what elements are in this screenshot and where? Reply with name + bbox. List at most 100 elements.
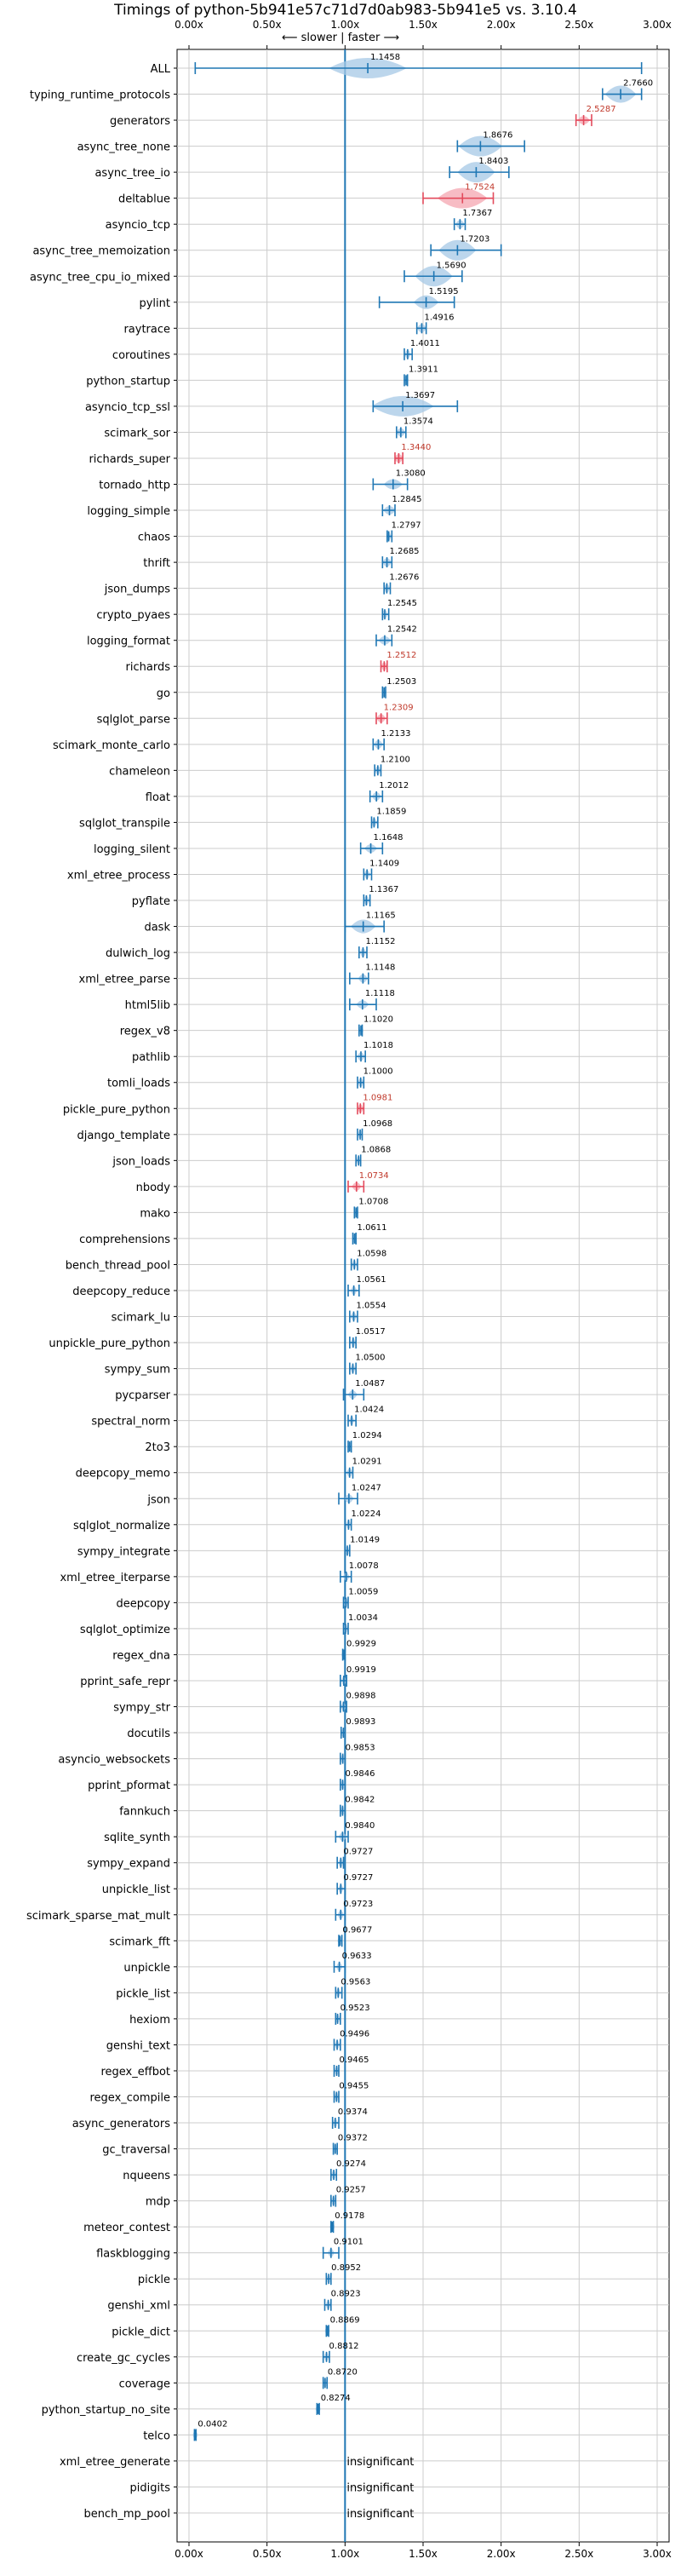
benchmark-name: typing_runtime_protocols <box>30 89 170 102</box>
value-label: 1.2100 <box>381 755 410 764</box>
benchmark-name: unpickle_list <box>102 1883 170 1896</box>
value-label: 1.2797 <box>392 521 421 531</box>
value-label: 1.1859 <box>376 807 406 816</box>
insignificant-label: insignificant <box>346 2456 414 2469</box>
benchmark-name: pickle_pure_python <box>63 1103 170 1116</box>
value-label: 1.7367 <box>462 209 492 218</box>
benchmark-name: async_tree_io <box>94 167 170 180</box>
benchmark-name: regex_dna <box>112 1649 170 1662</box>
value-label: 0.9101 <box>334 2238 363 2247</box>
value-label: 0.9178 <box>335 2211 364 2221</box>
benchmark-name: pidigits <box>130 2481 171 2494</box>
value-label: 0.8720 <box>328 2367 358 2377</box>
benchmark-name: coroutines <box>112 349 170 362</box>
benchmark-name: logging_silent <box>94 843 170 856</box>
chart-title: Timings of python-5b941e57c71d7d0ab983-5… <box>113 2 577 19</box>
benchmark-name: json_dumps <box>104 584 170 596</box>
value-label: 1.0868 <box>361 1145 391 1154</box>
value-label: 1.0708 <box>358 1197 388 1206</box>
value-label: 1.0981 <box>363 1093 392 1102</box>
value-label: 1.1409 <box>369 859 399 868</box>
x-tick-label: 2.50x <box>564 19 593 31</box>
value-label: 0.9563 <box>340 1977 370 1987</box>
value-label: 1.5690 <box>437 261 466 270</box>
benchmark-name: bench_thread_pool <box>66 1259 170 1272</box>
benchmark-name: tornado_http <box>99 480 170 492</box>
value-label: 1.0500 <box>356 1354 386 1363</box>
value-label: 1.0561 <box>357 1275 386 1285</box>
value-label: 1.2685 <box>390 547 420 556</box>
value-label: 0.9257 <box>336 2186 366 2195</box>
value-label: 0.9898 <box>346 1692 375 1701</box>
benchmark-name: pprint_pformat <box>88 1780 170 1792</box>
benchmark-name: async_tree_none <box>77 141 170 154</box>
benchmark-name: ALL <box>151 63 171 76</box>
value-label: 1.0149 <box>350 1535 380 1544</box>
benchmark-name: json <box>146 1493 170 1506</box>
value-label: 0.0402 <box>197 2419 227 2429</box>
value-label: 1.2545 <box>387 599 417 608</box>
value-label: 1.0554 <box>356 1302 386 1311</box>
value-label: 0.9455 <box>339 2081 369 2090</box>
benchmark-name: async_tree_memoization <box>32 245 170 258</box>
value-label: 0.9893 <box>346 1717 375 1727</box>
value-label: 1.1458 <box>370 53 400 62</box>
value-label: 1.7524 <box>465 183 495 193</box>
benchmark-name: thrift <box>143 557 170 570</box>
benchmark-name: regex_v8 <box>120 1026 170 1038</box>
value-label: 1.3574 <box>403 417 433 426</box>
benchmark-name: django_template <box>77 1130 170 1142</box>
value-label: 0.8952 <box>331 2263 361 2273</box>
value-label: 1.4011 <box>410 339 440 348</box>
x-tick-label: 2.00x <box>487 19 516 31</box>
benchmark-name: html5lib <box>125 999 170 1012</box>
benchmark-name: scimark_monte_carlo <box>53 739 170 752</box>
benchmark-name: dask <box>144 922 170 934</box>
value-label: 1.0059 <box>348 1587 378 1596</box>
value-label: 0.9727 <box>343 1873 373 1883</box>
value-label: 1.0968 <box>363 1119 392 1129</box>
benchmark-name: hexiom <box>129 2014 170 2027</box>
benchmark-name: chameleon <box>109 765 170 778</box>
x-tick-label: 1.00x <box>330 2548 359 2560</box>
benchmark-name: mdp <box>146 2196 170 2209</box>
value-label: 0.9919 <box>346 1665 376 1675</box>
benchmark-name: pprint_safe_repr <box>80 1676 170 1688</box>
value-label: 1.0224 <box>351 1509 381 1519</box>
benchmark-name: regex_compile <box>89 2091 170 2104</box>
benchmark-name: nbody <box>136 1182 171 1194</box>
value-label: 0.8923 <box>331 2290 361 2299</box>
benchmark-name: scimark_sor <box>104 427 170 440</box>
benchmark-name: coverage <box>119 2378 170 2390</box>
value-label: 1.8403 <box>478 157 508 166</box>
benchmark-name: telco <box>143 2429 170 2442</box>
benchmark-name: 2to3 <box>145 1441 170 1454</box>
benchmark-name: tomli_loads <box>107 1078 170 1090</box>
x-tick-label: 3.00x <box>643 2548 672 2560</box>
value-label: 1.1648 <box>374 833 403 842</box>
value-label: 1.2542 <box>387 625 417 635</box>
value-label: 0.9853 <box>346 1744 375 1753</box>
value-label: 1.0734 <box>359 1171 389 1181</box>
insignificant-label: insignificant <box>346 2508 414 2521</box>
value-label: 1.0424 <box>354 1406 384 1415</box>
benchmark-name: spectral_norm <box>91 1416 170 1429</box>
benchmark-name: json_loads <box>112 1155 170 1168</box>
benchmark-name: deltablue <box>118 193 170 206</box>
benchmark-name: sqlglot_normalize <box>73 1520 170 1532</box>
value-label: 1.7203 <box>460 235 489 244</box>
benchmark-labels: ALL typing_runtime_protocols generators asy… <box>26 63 177 2521</box>
value-label: 1.5195 <box>429 287 459 296</box>
benchmark-name: regex_effbot <box>100 2066 170 2079</box>
x-tick-label: 0.00x <box>175 2548 203 2560</box>
benchmark-name: pylint <box>139 297 170 310</box>
benchmark-name: scimark_sparse_mat_mult <box>26 1910 170 1923</box>
benchmark-name: pickle <box>138 2274 170 2286</box>
value-label: 1.0078 <box>349 1561 379 1571</box>
benchmark-name: nqueens <box>123 2170 170 2182</box>
value-label: 1.0611 <box>358 1223 387 1233</box>
benchmark-name: richards_super <box>89 453 170 466</box>
value-label: 1.1148 <box>365 963 395 973</box>
benchmark-name: docutils <box>127 1728 170 1740</box>
benchmark-marks: 1.1458 2.7660 2.5287 1.8676 1.8403 1.7524 1.73… <box>192 53 653 2521</box>
